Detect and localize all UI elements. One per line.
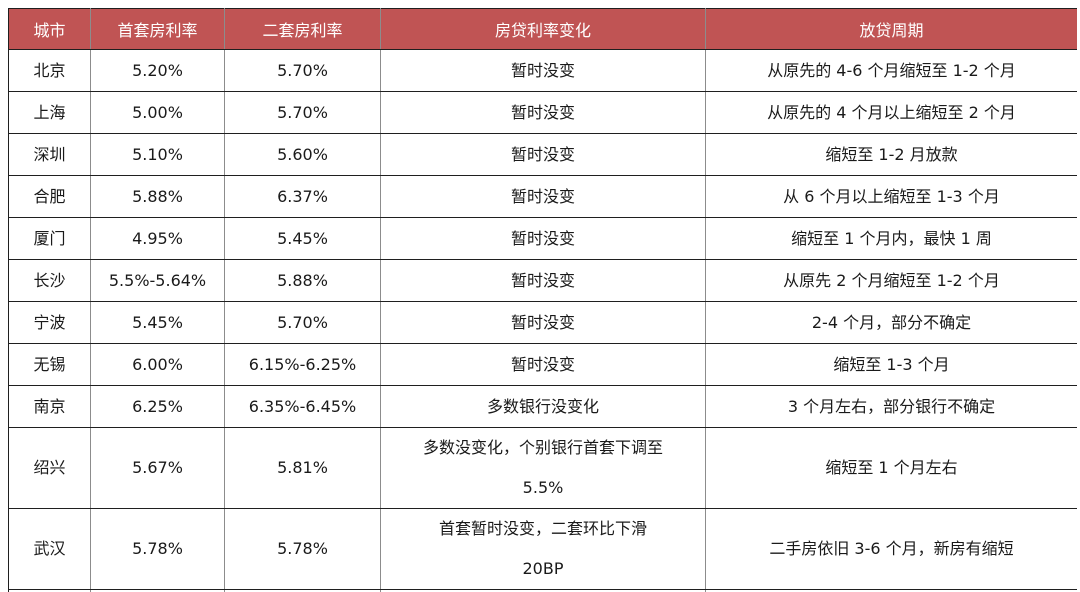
cell-second-home-rate: 6.35%-6.45% [224,385,381,428]
cell-city: 深圳 [8,133,91,176]
table-row: 无锡 6.00% 6.15%-6.25% 暂时没变 缩短至 1-3 个月 [8,343,1077,386]
cell-first-home-rate: 4.95% [90,217,225,260]
table-body: 北京 5.20% 5.70% 暂时没变 从原先的 4-6 个月缩短至 1-2 个月 上海 5… [8,49,1077,592]
cell-second-home-rate: 6.15%-6.25% [224,343,381,386]
cell-city: 宁波 [8,301,91,344]
cell-first-home-rate: 6.25% [90,385,225,428]
cell-lending-cycle: 从原先的 4-6 个月缩短至 1-2 个月 [705,49,1077,92]
table-row: 长沙 5.5%-5.64% 5.88% 暂时没变 从原先 2 个月缩短至 1-2 个月 [8,259,1077,302]
cell-city: 绍兴 [8,427,91,509]
cell-city: 无锡 [8,343,91,386]
cell-rate-change: 暂时没变 [380,133,706,176]
cell-rate-change: 暂时没变 [380,217,706,260]
cell-rate-change: 暂时没变 [380,91,706,134]
column-header-first-home-rate: 首套房利率 [90,8,225,50]
cell-first-home-rate: 5.20% [90,49,225,92]
cell-lending-cycle: 缩短至 1-2 月放款 [705,133,1077,176]
cell-first-home-rate: 5.00% [90,91,225,134]
cell-second-home-rate: 5.88% [224,259,381,302]
table-row: 北京 5.20% 5.70% 暂时没变 从原先的 4-6 个月缩短至 1-2 个月 [8,49,1077,92]
cell-city: 北京 [8,49,91,92]
cell-first-home-rate: 5.10% [90,133,225,176]
column-header-rate-change: 房贷利率变化 [380,8,706,50]
mortgage-rate-table-container: 城市 首套房利率 二套房利率 房贷利率变化 放贷周期 北京 5.20% 5.70% 暂时没变从… [8,8,1077,592]
cell-first-home-rate: 5.67% [90,427,225,509]
cell-second-home-rate: 6.37% [224,175,381,218]
cell-lending-cycle: 缩短至 1 个月左右 [705,427,1077,509]
cell-city: 合肥 [8,175,91,218]
table-row-cutoff [8,589,1077,592]
cell-rate-change: 暂时没变 [380,343,706,386]
cell-first-home-rate: 5.78% [90,508,225,590]
cell-lending-cycle: 二手房依旧 3-6 个月，新房有缩短 [705,508,1077,590]
table-row: 上海 5.00% 5.70% 暂时没变 从原先的 4 个月以上缩短至 2 个月 [8,91,1077,134]
cell-first-home-rate: 5.45% [90,301,225,344]
table-row: 合肥 5.88% 6.37% 暂时没变从 6 个月以上缩短至 1-3 个月 [8,175,1077,218]
cell-city: 武汉 [8,508,91,590]
table-row: 宁波 5.45% 5.70% 暂时没变 2-4 个月，部分不确定 [8,301,1077,344]
cell-second-home-rate: 5.70% [224,301,381,344]
cell-rate-change: 暂时没变 [380,49,706,92]
column-header-city: 城市 [8,8,91,50]
cell-lending-cycle: 从原先的 4 个月以上缩短至 2 个月 [705,91,1077,134]
cell-lending-cycle: 2-4 个月，部分不确定 [705,301,1077,344]
cell-first-home-rate: 6.00% [90,343,225,386]
cell-rate-change: 暂时没变 [380,175,706,218]
cell-first-home-rate: 5.88% [90,175,225,218]
cell-lending-cycle: 缩短至 1 个月内，最快 1 周 [705,217,1077,260]
cell-city: 上海 [8,91,91,134]
table-row: 厦门 4.95% 5.45% 暂时没变 缩短至 1 个月内，最快 1 周 [8,217,1077,260]
cell-lending-cycle [705,589,1077,592]
table-row: 绍兴 5.67% 5.81% 多数没变化，个别银行首套下调至 5.5% 缩短至 1 个月… [8,427,1077,509]
cell-city: 南京 [8,385,91,428]
table-header-row: 城市 首套房利率 二套房利率 房贷利率变化 放贷周期 [8,8,1077,50]
cell-lending-cycle: 从 6 个月以上缩短至 1-3 个月 [705,175,1077,218]
cell-rate-change: 首套暂时没变，二套环比下滑 20BP [380,508,706,590]
cell-lending-cycle: 从原先 2 个月缩短至 1-2 个月 [705,259,1077,302]
cell-lending-cycle: 缩短至 1-3 个月 [705,343,1077,386]
cell-lending-cycle: 3 个月左右，部分银行不确定 [705,385,1077,428]
cell-second-home-rate: 5.78% [224,508,381,590]
cell-first-home-rate: 5.5%-5.64% [90,259,225,302]
table-header: 城市 首套房利率 二套房利率 房贷利率变化 放贷周期 [8,8,1077,50]
table-row: 武汉 5.78% 5.78% 首套暂时没变，二套环比下滑 20BP 二手房依旧 3-6 … [8,508,1077,590]
cell-rate-change: 暂时没变 [380,259,706,302]
mortgage-rate-table: 城市 首套房利率 二套房利率 房贷利率变化 放贷周期 北京 5.20% 5.70% 暂时没变从… [8,8,1077,592]
cell-rate-change: 多数没变化，个别银行首套下调至 5.5% [380,427,706,509]
cell-second-home-rate: 5.60% [224,133,381,176]
cell-rate-change: 暂时没变 [380,301,706,344]
cell-second-home-rate: 5.45% [224,217,381,260]
column-header-lending-cycle: 放贷周期 [705,8,1077,50]
cell-city: 厦门 [8,217,91,260]
cell-city: 长沙 [8,259,91,302]
table-row: 南京 6.25% 6.35%-6.45% 多数银行没变化 3 个月左右，部分银行不确定 [8,385,1077,428]
table-row: 深圳 5.10% 5.60% 暂时没变 缩短至 1-2 月放款 [8,133,1077,176]
cell-second-home-rate: 5.70% [224,91,381,134]
cell-rate-change: 多数银行没变化 [380,385,706,428]
cell-second-home-rate: 5.70% [224,49,381,92]
column-header-second-home-rate: 二套房利率 [224,8,381,50]
cell-second-home-rate: 5.81% [224,427,381,509]
